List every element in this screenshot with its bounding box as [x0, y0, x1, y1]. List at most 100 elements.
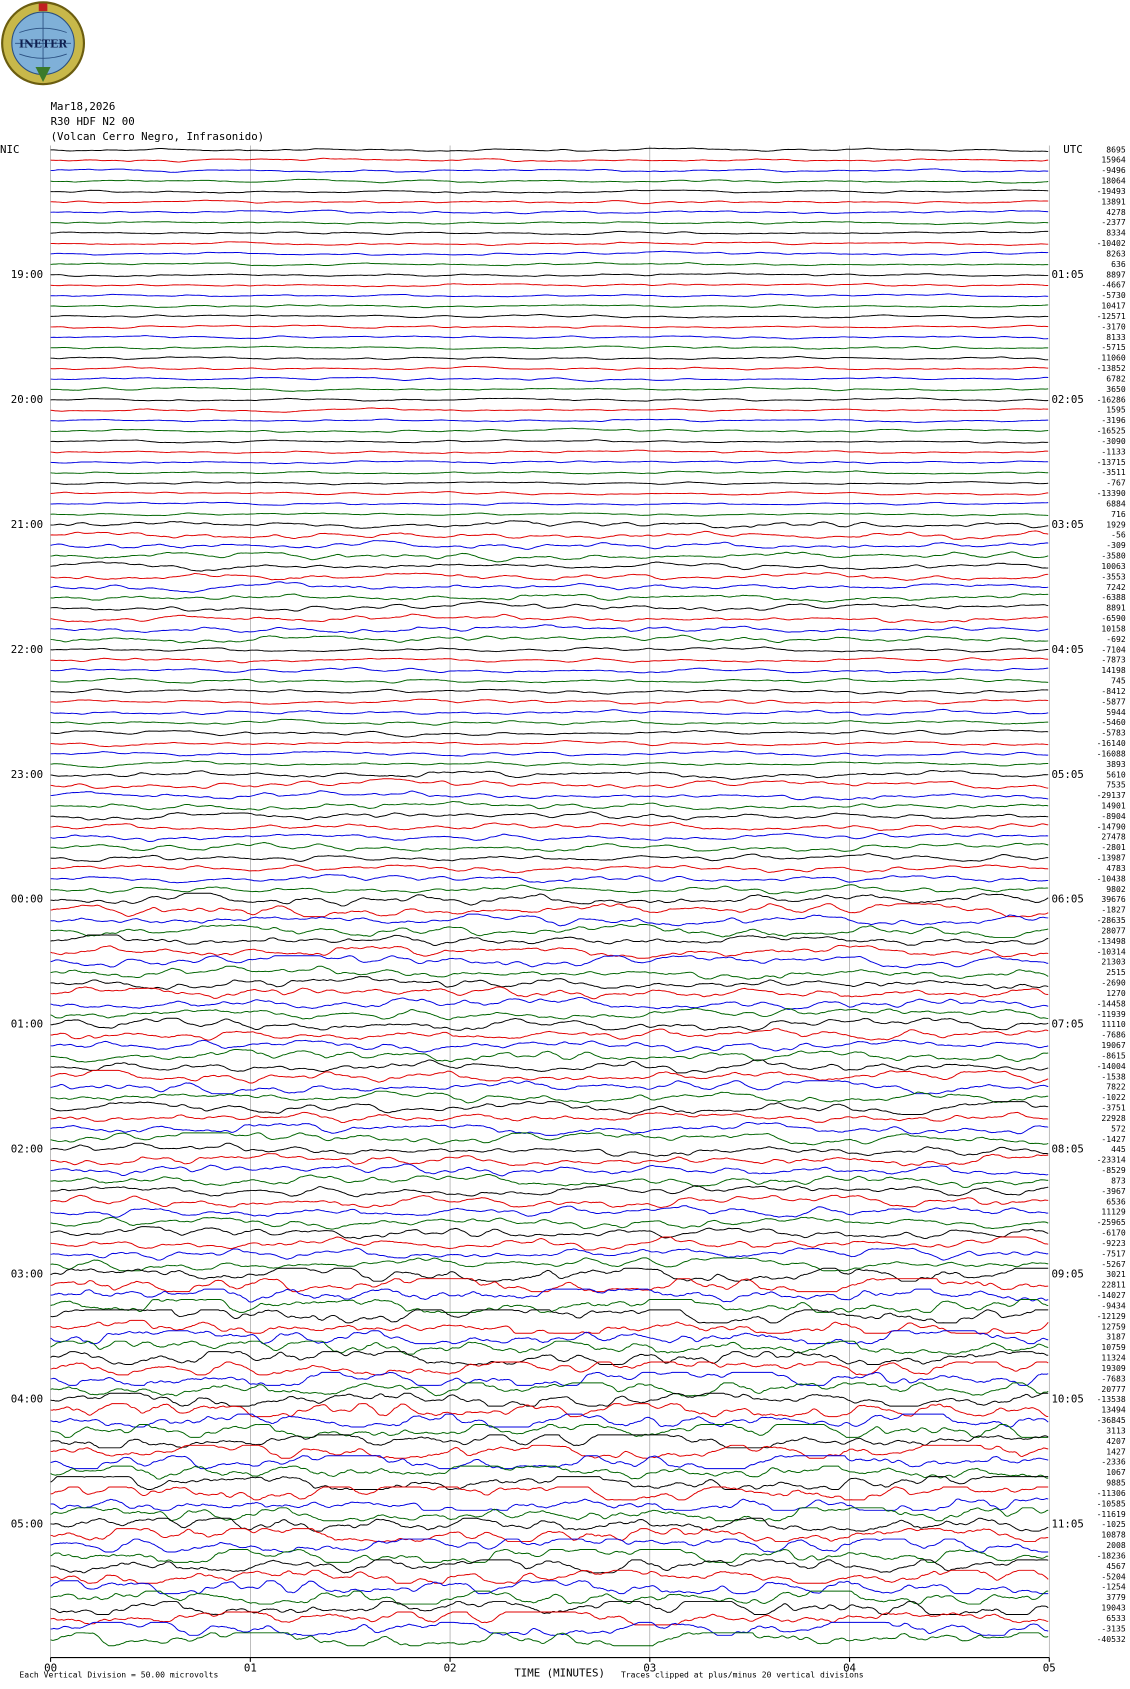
trace-offset: -9434	[1101, 1301, 1125, 1310]
local-time-label: 01:00	[11, 1018, 43, 1031]
trace-offset: -14458	[1097, 999, 1126, 1008]
trace	[50, 1194, 1049, 1209]
utc-time-label: UTC	[1063, 143, 1082, 156]
trace	[50, 356, 1049, 361]
utc-time-label: 04:05	[1051, 643, 1083, 656]
trace-offset: -3090	[1101, 437, 1125, 446]
trace-offset: -8412	[1101, 687, 1125, 696]
trace-offset: -1538	[1101, 1072, 1125, 1081]
trace	[50, 1580, 1049, 1595]
trace-offset: 4567	[1106, 1562, 1126, 1571]
utc-time-label: 10:05	[1051, 1393, 1083, 1406]
trace-offset: -16140	[1097, 739, 1126, 748]
trace-offset: 22928	[1101, 1114, 1125, 1123]
trace	[50, 1059, 1049, 1074]
footer-right: Traces clipped at plus/minus 20 vertical…	[621, 1670, 864, 1679]
trace	[50, 903, 1049, 918]
trace	[50, 1559, 1049, 1574]
trace	[50, 1548, 1049, 1563]
logo-flag	[38, 3, 48, 11]
trace	[50, 1476, 1049, 1490]
local-time-label: 04:00	[11, 1393, 43, 1406]
local-time-label: 20:00	[11, 393, 43, 406]
trace	[50, 944, 1049, 959]
trace	[50, 314, 1049, 319]
local-time-label: 05:00	[11, 1518, 43, 1531]
trace	[50, 976, 1049, 990]
trace-offset: -5204	[1101, 1572, 1125, 1581]
trace	[50, 293, 1049, 298]
trace-offset: -3135	[1101, 1624, 1125, 1633]
trace	[50, 864, 1049, 874]
trace-offset: 14198	[1101, 666, 1125, 675]
trace-offset: -3196	[1101, 416, 1125, 425]
trace-offset: 4207	[1106, 1437, 1126, 1446]
trace	[50, 1632, 1049, 1647]
header-line: R30 HDF N2 00	[51, 115, 135, 128]
utc-time-label: 11:05	[1051, 1518, 1083, 1531]
trace-offset: 10158	[1101, 624, 1125, 633]
trace-offset: -5460	[1101, 718, 1125, 727]
trace	[50, 760, 1049, 769]
x-tick-label: 04	[843, 1661, 856, 1674]
trace-offset: 19309	[1101, 1364, 1125, 1373]
trace	[50, 230, 1049, 236]
trace-offset: 8897	[1106, 270, 1126, 279]
trace-offset: 8263	[1106, 249, 1126, 258]
trace	[50, 740, 1049, 748]
trace	[50, 147, 1049, 152]
trace	[50, 272, 1049, 277]
trace	[50, 470, 1049, 475]
trace	[50, 250, 1049, 256]
trace	[50, 1174, 1049, 1188]
trace	[50, 1299, 1049, 1313]
trace	[50, 1486, 1049, 1501]
local-time-label: 21:00	[11, 518, 43, 531]
trace-offset: 8695	[1106, 145, 1126, 154]
trace	[50, 1132, 1049, 1146]
trace	[50, 157, 1049, 163]
trace-offset: 1270	[1106, 989, 1126, 998]
trace	[50, 1611, 1049, 1626]
trace-offset: -16286	[1097, 395, 1126, 404]
trace	[50, 1101, 1049, 1116]
trace-offset: -10314	[1097, 947, 1126, 956]
trace-offset: -5715	[1101, 343, 1125, 352]
trace-offset: 39676	[1101, 895, 1125, 904]
trace-offset: 8133	[1106, 333, 1126, 342]
trace	[50, 1049, 1049, 1063]
header-line: (Volcan Cerro Negro, Infrasonido)	[51, 130, 265, 143]
footer-left: Each Vertical Division = 50.00 microvolt…	[19, 1670, 218, 1679]
trace	[50, 853, 1049, 862]
trace	[50, 1361, 1049, 1376]
trace	[50, 397, 1049, 402]
trace-offset: -10585	[1097, 1499, 1126, 1508]
trace-offset: -1254	[1101, 1583, 1125, 1592]
trace	[50, 1017, 1049, 1031]
trace-offset: -1827	[1101, 906, 1125, 915]
trace	[50, 1309, 1049, 1324]
trace	[50, 221, 1049, 225]
trace	[50, 335, 1049, 340]
trace	[50, 821, 1049, 831]
trace-offset: 4783	[1106, 864, 1126, 873]
trace	[50, 601, 1049, 612]
trace	[50, 1517, 1049, 1532]
trace	[50, 986, 1049, 1000]
logo: INETER	[1, 1, 86, 86]
trace	[50, 1392, 1049, 1407]
trace-offset: -10402	[1097, 239, 1126, 248]
trace-offset: -2801	[1101, 843, 1125, 852]
trace-offset: 19043	[1101, 1604, 1125, 1613]
trace-offset: 19067	[1101, 1041, 1125, 1050]
trace	[50, 1590, 1049, 1605]
trace	[50, 1205, 1049, 1218]
trace	[50, 209, 1049, 215]
trace	[50, 965, 1049, 980]
trace	[50, 666, 1049, 674]
trace-offset: 6533	[1106, 1614, 1126, 1623]
trace-offset: 6782	[1106, 374, 1126, 383]
local-time-label: 19:00	[11, 268, 43, 281]
trace	[50, 718, 1049, 726]
